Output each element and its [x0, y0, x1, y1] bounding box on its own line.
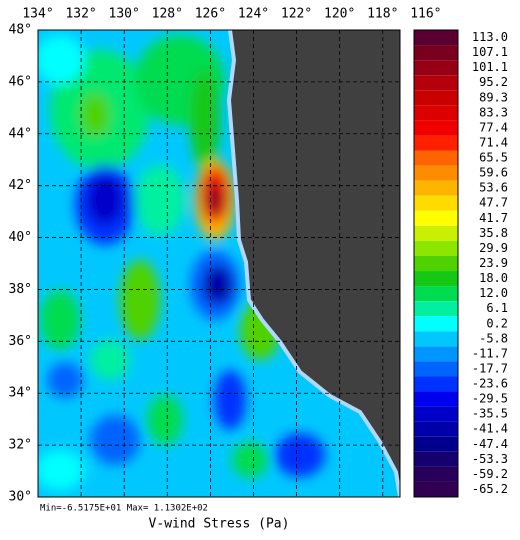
colorbar-swatch	[414, 30, 458, 46]
lon-tick-label: 124°	[238, 7, 269, 22]
min-max-stats: Min=-6.5175E+01 Max= 1.1302E+02	[40, 504, 208, 514]
colorbar-swatch	[414, 225, 458, 241]
land	[226, 30, 400, 497]
colorbar-swatch	[414, 286, 458, 302]
colorbar-label: 77.4	[479, 120, 508, 134]
colorbar-label: 89.3	[479, 90, 508, 104]
colorbar-label: 23.9	[479, 256, 508, 270]
colorbar-swatch	[414, 316, 458, 332]
colorbar-label: -17.7	[472, 361, 508, 375]
colorbar-swatch	[414, 346, 458, 362]
colorbar-swatch	[414, 45, 458, 61]
colorbar-swatch	[414, 361, 458, 377]
colorbar-swatch	[414, 271, 458, 287]
colorbar-swatch	[414, 165, 458, 181]
colorbar-label: 71.4	[479, 135, 508, 149]
colorbar-swatch	[414, 255, 458, 272]
lon-tick-label: 126°	[195, 7, 226, 22]
colorbar-label: 6.1	[486, 301, 508, 315]
lon-tick-label: 116°	[410, 7, 441, 22]
colorbar-swatch	[414, 331, 458, 347]
lat-tick-label: 32°	[9, 438, 32, 453]
lat-tick-label: 40°	[9, 230, 32, 245]
lon-tick-label: 118°	[367, 7, 398, 22]
lon-tick-label: 134°	[22, 7, 53, 22]
colorbar-swatch	[414, 451, 458, 467]
colorbar-swatch	[414, 376, 458, 392]
colorbar-label: 12.0	[479, 286, 508, 300]
colorbar-label: 113.0	[472, 30, 508, 44]
lon-tick-label: 132°	[65, 7, 96, 22]
colorbar-swatch	[414, 195, 458, 211]
colorbar-label: -11.7	[472, 346, 508, 360]
colorbar-label: -59.2	[472, 467, 508, 481]
colorbar-label: 59.6	[479, 166, 508, 180]
colorbar-swatch	[414, 466, 458, 482]
graticule	[38, 30, 400, 497]
lon-tick-label: 128°	[152, 7, 183, 22]
lat-tick-label: 46°	[9, 74, 32, 89]
colorbar-swatch	[414, 436, 458, 452]
wind-field	[38, 30, 400, 497]
colorbar-swatch	[414, 421, 458, 437]
colorbar-label: 0.2	[486, 316, 508, 330]
map-frame	[37, 29, 401, 498]
colorbar-label: 83.3	[479, 105, 508, 119]
colorbar-label: 101.1	[472, 60, 508, 74]
colorbar-label: 53.6	[479, 181, 508, 195]
colorbar-label: 18.0	[479, 271, 508, 285]
colorbar-label: 95.2	[479, 75, 508, 89]
colorbar-label: -23.6	[472, 377, 508, 391]
colorbar-label: 35.8	[479, 226, 508, 240]
lat-tick-label: 44°	[9, 126, 32, 141]
colorbar-label: -47.4	[472, 437, 508, 451]
colorbar-label: -53.3	[472, 452, 508, 466]
lat-tick-label: 30°	[9, 490, 32, 505]
colorbar-label: -41.4	[472, 422, 508, 436]
colorbar-label: 41.7	[479, 211, 508, 225]
lat-tick-label: 38°	[9, 282, 32, 297]
field-patches	[38, 35, 325, 490]
lon-tick-label: 120°	[324, 7, 355, 22]
colorbar-swatch	[414, 90, 458, 106]
colorbar-swatch	[414, 210, 458, 226]
lon-tick-label: 122°	[281, 7, 312, 22]
colorbar-swatch	[414, 60, 458, 76]
lat-tick-label: 48°	[9, 23, 32, 38]
colorbar: 113.0107.1101.195.289.383.377.471.465.55…	[413, 29, 508, 498]
colorbar-swatch	[414, 481, 458, 497]
lon-tick-label: 130°	[109, 7, 140, 22]
colorbar-label: 107.1	[472, 45, 508, 59]
colorbar-swatch	[414, 150, 458, 166]
colorbar-swatch	[414, 391, 458, 407]
colorbar-swatch	[414, 240, 458, 256]
lat-tick-label: 36°	[9, 334, 32, 349]
lat-tick-label: 42°	[9, 178, 32, 193]
map-title: V-wind Stress (Pa)	[149, 517, 290, 532]
colorbar-swatch	[414, 135, 458, 151]
colorbar-label: 65.5	[479, 151, 508, 165]
colorbar-frame	[413, 29, 459, 498]
colorbar-label: -29.5	[472, 392, 508, 406]
colorbar-label: -65.2	[472, 482, 508, 496]
lat-tick-label: 34°	[9, 386, 32, 401]
colorbar-swatch	[414, 120, 458, 136]
colorbar-label: -5.8	[479, 331, 508, 345]
colorbar-swatch	[414, 301, 458, 317]
colorbar-swatch	[414, 406, 458, 422]
colorbar-swatch	[414, 105, 458, 121]
colorbar-swatch	[414, 75, 458, 91]
colorbar-label: 47.7	[479, 196, 508, 210]
colorbar-label: 29.9	[479, 241, 508, 255]
colorbar-swatch	[414, 180, 458, 196]
colorbar-label: -35.5	[472, 407, 508, 421]
